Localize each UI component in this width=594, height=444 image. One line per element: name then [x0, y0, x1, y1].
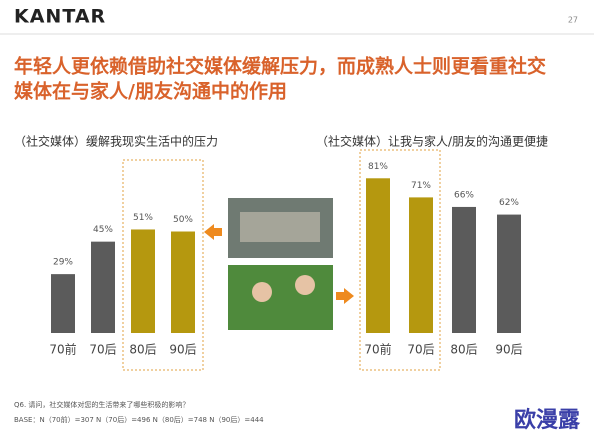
arrow: [336, 288, 354, 304]
question: Q6. 请问，社交媒体对您的生活带来了哪些积极的影响？: [14, 400, 189, 409]
bar: [409, 197, 433, 333]
category-label: 80后: [450, 343, 477, 357]
base-note: BASE：N（70前）=307 N（70后）=496 N（80后）=748 N（…: [14, 415, 264, 424]
category-label: 70后: [89, 343, 116, 357]
category-label: 70后: [407, 343, 434, 357]
value-label: 66%: [454, 190, 474, 200]
bar: [452, 206, 476, 333]
category-label: 80后: [129, 343, 156, 357]
title-line: 年轻人更依赖借助社交媒体缓解压力，而成熟人士则更看重社交: [14, 55, 546, 78]
title-line: 媒体在与家人/朋友沟通中的作用: [14, 80, 287, 103]
highlight-box: [122, 159, 204, 371]
chart-title: （社交媒体）让我与家人/朋友的沟通更便捷: [316, 134, 548, 149]
bar: [497, 214, 521, 333]
value-label: 71%: [411, 181, 431, 191]
logo: KANTAR: [14, 6, 106, 28]
value-label: 29%: [53, 258, 73, 268]
category-label: 90后: [495, 343, 522, 357]
photo-detail: [240, 212, 320, 242]
value-label: 51%: [133, 213, 153, 223]
chart-title: （社交媒体）缓解我现实生活中的压力: [14, 134, 218, 149]
value-label: 50%: [173, 215, 193, 225]
bar: [131, 229, 155, 333]
page-number: 27: [568, 16, 578, 25]
bar: [366, 178, 390, 333]
value-label: 62%: [499, 198, 519, 208]
bar: [171, 231, 195, 333]
arrow: [204, 224, 222, 240]
value-label: 45%: [93, 225, 113, 235]
category-label: 70前: [49, 342, 76, 357]
bar: [91, 241, 115, 333]
photo-detail: [295, 275, 315, 295]
highlight-box: [359, 149, 441, 371]
category-label: 90后: [169, 343, 196, 357]
photo: [228, 265, 333, 330]
value-label: 81%: [368, 162, 388, 172]
photo-detail: [252, 282, 272, 302]
watermark: 欧漫露: [514, 407, 581, 433]
category-label: 70前: [364, 342, 391, 357]
bar: [51, 274, 75, 333]
